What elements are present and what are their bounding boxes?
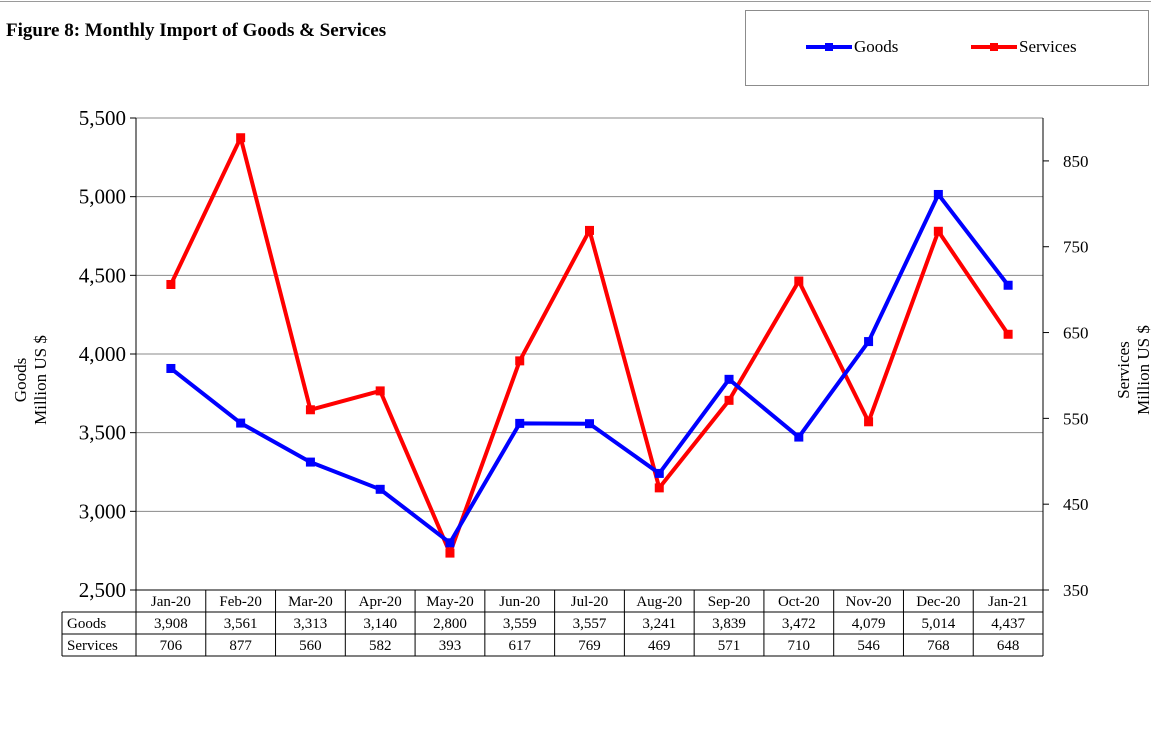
data-point-goods bbox=[305, 457, 315, 467]
table-cell: 710 bbox=[788, 638, 811, 654]
legend-goods-label: Goods bbox=[854, 37, 899, 56]
table-cell: 3,472 bbox=[782, 616, 816, 632]
legend-goods-line-icon bbox=[806, 35, 852, 59]
right-axis-tick-label: 550 bbox=[1063, 409, 1089, 428]
table-cell: 768 bbox=[927, 638, 950, 654]
data-point-services bbox=[1003, 329, 1013, 339]
legend-item-goods: Goods bbox=[806, 35, 898, 59]
data-point-goods bbox=[515, 418, 525, 428]
table-cell: 877 bbox=[229, 638, 252, 654]
table-cell: 546 bbox=[857, 638, 880, 654]
data-point-services bbox=[724, 395, 734, 405]
table-cell: 571 bbox=[718, 638, 741, 654]
data-point-goods bbox=[794, 432, 804, 442]
left-axis-tick-label: 4,500 bbox=[79, 263, 126, 287]
table-cell: 3,908 bbox=[154, 616, 188, 632]
legend: Goods Services bbox=[745, 10, 1149, 86]
table-cell: 3,561 bbox=[224, 616, 258, 632]
data-point-goods bbox=[585, 419, 594, 429]
table-cell: 617 bbox=[508, 638, 531, 654]
category-label: Jan-20 bbox=[151, 594, 191, 610]
table-cell: 3,839 bbox=[712, 616, 746, 632]
table-cell: 560 bbox=[299, 638, 322, 654]
table-cell: 706 bbox=[160, 638, 183, 654]
data-point-services bbox=[375, 386, 385, 396]
data-point-goods bbox=[654, 468, 664, 478]
category-label: Feb-20 bbox=[219, 594, 262, 610]
legend-item-services: Services bbox=[971, 35, 1077, 59]
legend-services-line-icon bbox=[971, 35, 1017, 59]
category-label: Jan-21 bbox=[988, 594, 1028, 610]
data-point-goods bbox=[864, 337, 874, 347]
table-cell: 3,140 bbox=[363, 616, 397, 632]
data-point-services bbox=[445, 548, 455, 558]
table-row-label: Services bbox=[67, 638, 118, 654]
top-rule bbox=[0, 1, 1151, 2]
data-point-services bbox=[515, 356, 525, 366]
category-label: Apr-20 bbox=[359, 594, 402, 610]
category-label: Dec-20 bbox=[916, 594, 960, 610]
right-axis-tick-label: 450 bbox=[1063, 495, 1089, 514]
table-cell: 582 bbox=[369, 638, 392, 654]
table-cell: 393 bbox=[439, 638, 462, 654]
category-label: Jul-20 bbox=[571, 594, 609, 610]
data-point-services bbox=[933, 226, 943, 236]
data-point-services bbox=[864, 417, 874, 427]
data-point-goods bbox=[1003, 280, 1013, 290]
category-label: Nov-20 bbox=[846, 594, 892, 610]
data-point-goods bbox=[445, 538, 455, 548]
table-row-label: Goods bbox=[67, 616, 106, 632]
right-axis-tick-label: 850 bbox=[1063, 152, 1089, 171]
legend-services-label: Services bbox=[1019, 37, 1077, 56]
table-cell: 3,557 bbox=[573, 616, 607, 632]
table-cell: 3,313 bbox=[294, 616, 328, 632]
data-point-goods bbox=[166, 363, 176, 373]
data-point-goods bbox=[724, 374, 734, 384]
data-point-services bbox=[585, 225, 594, 235]
data-point-goods bbox=[375, 484, 385, 494]
category-label: Sep-20 bbox=[708, 594, 751, 610]
data-point-goods bbox=[236, 418, 246, 428]
category-label: Aug-20 bbox=[636, 594, 682, 610]
category-label: Oct-20 bbox=[778, 594, 820, 610]
left-axis-tick-label: 4,000 bbox=[79, 342, 126, 366]
table-cell: 5,014 bbox=[921, 616, 955, 632]
series-line-goods bbox=[169, 192, 1010, 545]
table-cell: 3,241 bbox=[642, 616, 676, 632]
data-point-services bbox=[654, 483, 664, 493]
left-axis-tick-label: 5,000 bbox=[79, 185, 126, 209]
category-label: Jun-20 bbox=[499, 594, 540, 610]
table-cell: 2,800 bbox=[433, 616, 467, 632]
table-cell: 469 bbox=[648, 638, 671, 654]
table-cell: 4,437 bbox=[991, 616, 1025, 632]
data-point-services bbox=[305, 405, 315, 415]
figure-title: Figure 8: Monthly Import of Goods & Serv… bbox=[6, 20, 387, 41]
right-axis-tick-label: 350 bbox=[1063, 581, 1089, 600]
left-axis-tick-label: 3,500 bbox=[79, 421, 126, 445]
right-axis-tick-label: 750 bbox=[1063, 238, 1089, 257]
left-axis-tick-label: 2,500 bbox=[79, 578, 126, 602]
series-line-services bbox=[169, 135, 1010, 556]
category-label: May-20 bbox=[426, 594, 474, 610]
left-axis-tick-label: 5,500 bbox=[79, 106, 126, 130]
data-point-services bbox=[166, 279, 176, 289]
data-point-services bbox=[794, 276, 804, 286]
data-point-services bbox=[236, 133, 246, 143]
table-cell: 4,079 bbox=[852, 616, 886, 632]
table-cell: 648 bbox=[997, 638, 1020, 654]
table-cell: 3,559 bbox=[503, 616, 537, 632]
table-cell: 769 bbox=[578, 638, 601, 654]
data-point-goods bbox=[933, 189, 943, 199]
right-axis-tick-label: 650 bbox=[1063, 324, 1089, 343]
left-axis-tick-label: 3,000 bbox=[79, 499, 126, 523]
category-label: Mar-20 bbox=[288, 594, 333, 610]
